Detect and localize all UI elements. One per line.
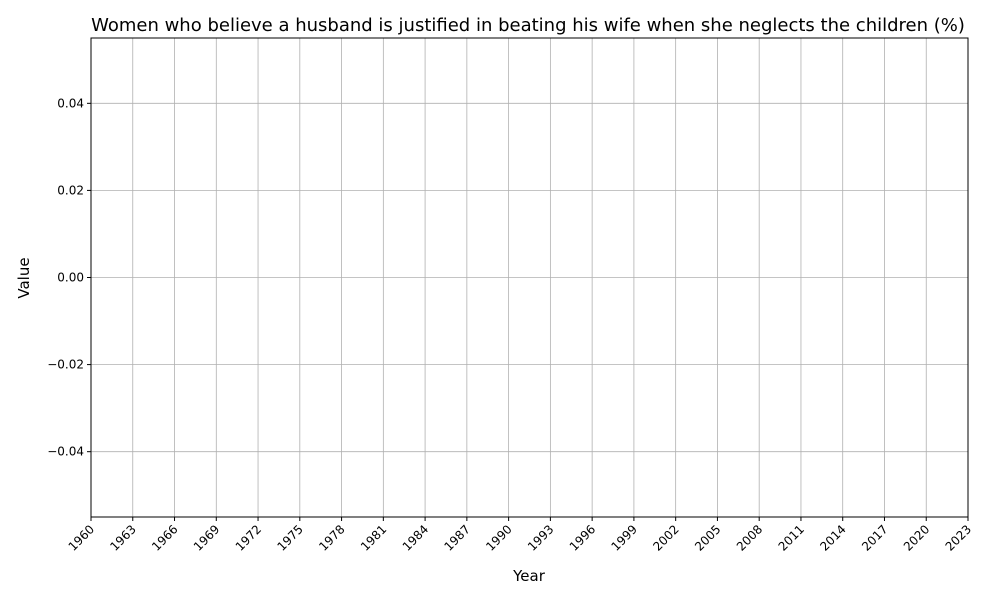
grid (90, 38, 969, 517)
x-tick-label: 2005 (692, 522, 723, 553)
x-tick-label: 2023 (943, 522, 974, 553)
x-tick-label: 1990 (483, 522, 514, 553)
y-tick-label: 0.02 (57, 183, 84, 197)
x-tick-label: 1978 (316, 522, 347, 553)
x-tick-label: 1984 (400, 522, 431, 553)
x-tick-label: 1963 (107, 522, 138, 553)
y-axis-ticks: −0.04 −0.02 0.00 0.02 0.04 (47, 96, 91, 459)
x-tick-label: 2017 (859, 522, 890, 553)
x-tick-label: 1993 (525, 522, 556, 553)
x-tick-label: 1960 (66, 522, 97, 553)
y-tick-label: 0.00 (57, 271, 84, 285)
x-tick-label: 2014 (817, 522, 848, 553)
x-tick-label: 2002 (650, 522, 681, 553)
x-tick-label: 1999 (609, 522, 640, 553)
y-tick-label: −0.02 (47, 358, 84, 372)
x-tick-label: 2020 (901, 522, 932, 553)
x-axis-label: Year (512, 567, 546, 585)
y-tick-label: −0.04 (47, 445, 84, 459)
x-tick-label: 1981 (358, 522, 389, 553)
chart-title: Women who believe a husband is justified… (91, 15, 965, 36)
x-tick-label: 1969 (191, 522, 222, 553)
x-tick-label: 1996 (567, 522, 598, 553)
x-tick-label: 1972 (233, 522, 264, 553)
x-axis-ticks: 1960 1963 1966 1969 1972 1975 1978 1981 1984 1987… (66, 517, 974, 554)
x-tick-label: 1975 (274, 522, 305, 553)
x-tick-label: 1987 (441, 522, 472, 553)
y-axis-label: Value (15, 257, 33, 298)
x-tick-label: 2011 (776, 522, 807, 553)
x-tick-label: 2008 (734, 522, 765, 553)
y-tick-label: 0.04 (57, 96, 84, 110)
x-tick-label: 1966 (149, 522, 180, 553)
